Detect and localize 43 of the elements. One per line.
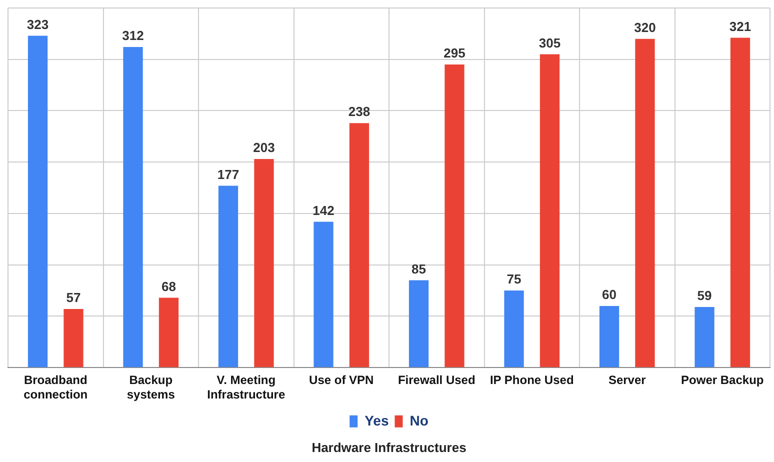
data-label: 60 bbox=[602, 287, 616, 302]
data-label: 323 bbox=[26, 16, 49, 32]
legend-label: No bbox=[410, 412, 428, 428]
bar bbox=[158, 298, 179, 368]
data-label: 85 bbox=[412, 261, 426, 276]
data-label: 57 bbox=[66, 290, 81, 306]
x-axis-title: Hardware Infrastructures bbox=[312, 440, 466, 455]
bar bbox=[730, 38, 750, 368]
bar bbox=[349, 123, 370, 368]
x-tick-label: Firewall Used bbox=[398, 373, 476, 388]
data-label: 320 bbox=[634, 20, 656, 35]
data-label: 142 bbox=[312, 202, 334, 218]
bar bbox=[64, 309, 84, 368]
bar bbox=[635, 38, 655, 368]
bar bbox=[123, 47, 143, 368]
bar bbox=[408, 280, 429, 368]
x-tick-label: Broadband connection bbox=[24, 373, 88, 402]
bar bbox=[218, 186, 238, 368]
data-label: 68 bbox=[162, 278, 176, 294]
data-label: 238 bbox=[348, 104, 370, 120]
x-tick-label: IP Phone Used bbox=[490, 373, 574, 388]
data-label: 59 bbox=[697, 288, 712, 304]
bar bbox=[540, 54, 560, 368]
x-tick-label: Use of VPN bbox=[309, 373, 374, 388]
x-tick-label: Power Backup bbox=[681, 373, 764, 388]
data-label: 203 bbox=[253, 140, 275, 156]
data-label: 75 bbox=[506, 272, 522, 287]
x-tick-label: Server bbox=[608, 373, 646, 388]
bar bbox=[314, 222, 334, 368]
bar bbox=[599, 306, 620, 368]
x-tick-label: Backup systems bbox=[126, 373, 176, 402]
bar bbox=[444, 64, 464, 368]
data-label: 295 bbox=[444, 46, 466, 61]
data-label: 312 bbox=[122, 28, 144, 44]
bar bbox=[694, 306, 714, 368]
data-label: 321 bbox=[729, 18, 752, 34]
bar bbox=[504, 290, 524, 368]
bar bbox=[254, 159, 274, 368]
data-label: 177 bbox=[217, 166, 240, 182]
data-label: 305 bbox=[538, 35, 561, 50]
bar bbox=[28, 36, 48, 368]
legend-label: Yes bbox=[364, 412, 389, 428]
x-tick-label: V. Meeting Infrastructure bbox=[207, 373, 286, 402]
